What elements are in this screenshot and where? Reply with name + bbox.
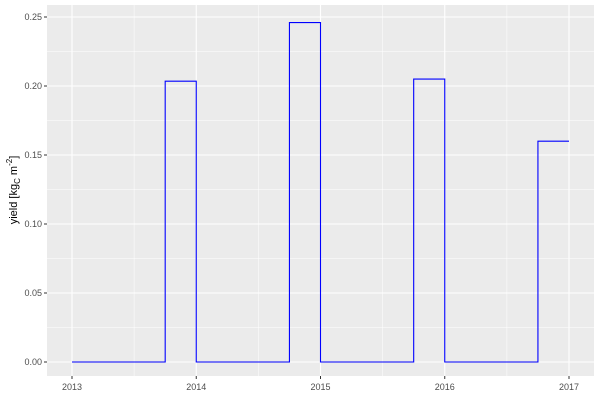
x-axis: 2013 2014 2015 2016 2017 (62, 376, 579, 392)
y-tick-label: 0.10 (24, 219, 42, 229)
y-tick-label: 0.15 (24, 150, 42, 160)
series-step-line (72, 21, 569, 363)
x-tick-label: 2013 (62, 382, 82, 392)
x-tick-label: 2017 (559, 382, 579, 392)
y-tick-label: 0.20 (24, 81, 42, 91)
x-tick-label: 2016 (435, 382, 455, 392)
y-tick-label: 0.25 (24, 12, 42, 22)
y-axis-label: yield [kgC m-2] (5, 156, 22, 225)
x-tick-label: 2014 (186, 382, 206, 392)
y-axis: 0.00 0.05 0.10 0.15 0.20 0.25 (24, 12, 47, 367)
y-tick-label: 0.05 (24, 288, 42, 298)
x-tick-label: 2015 (310, 382, 330, 392)
y-tick-label: 0.00 (24, 357, 42, 367)
